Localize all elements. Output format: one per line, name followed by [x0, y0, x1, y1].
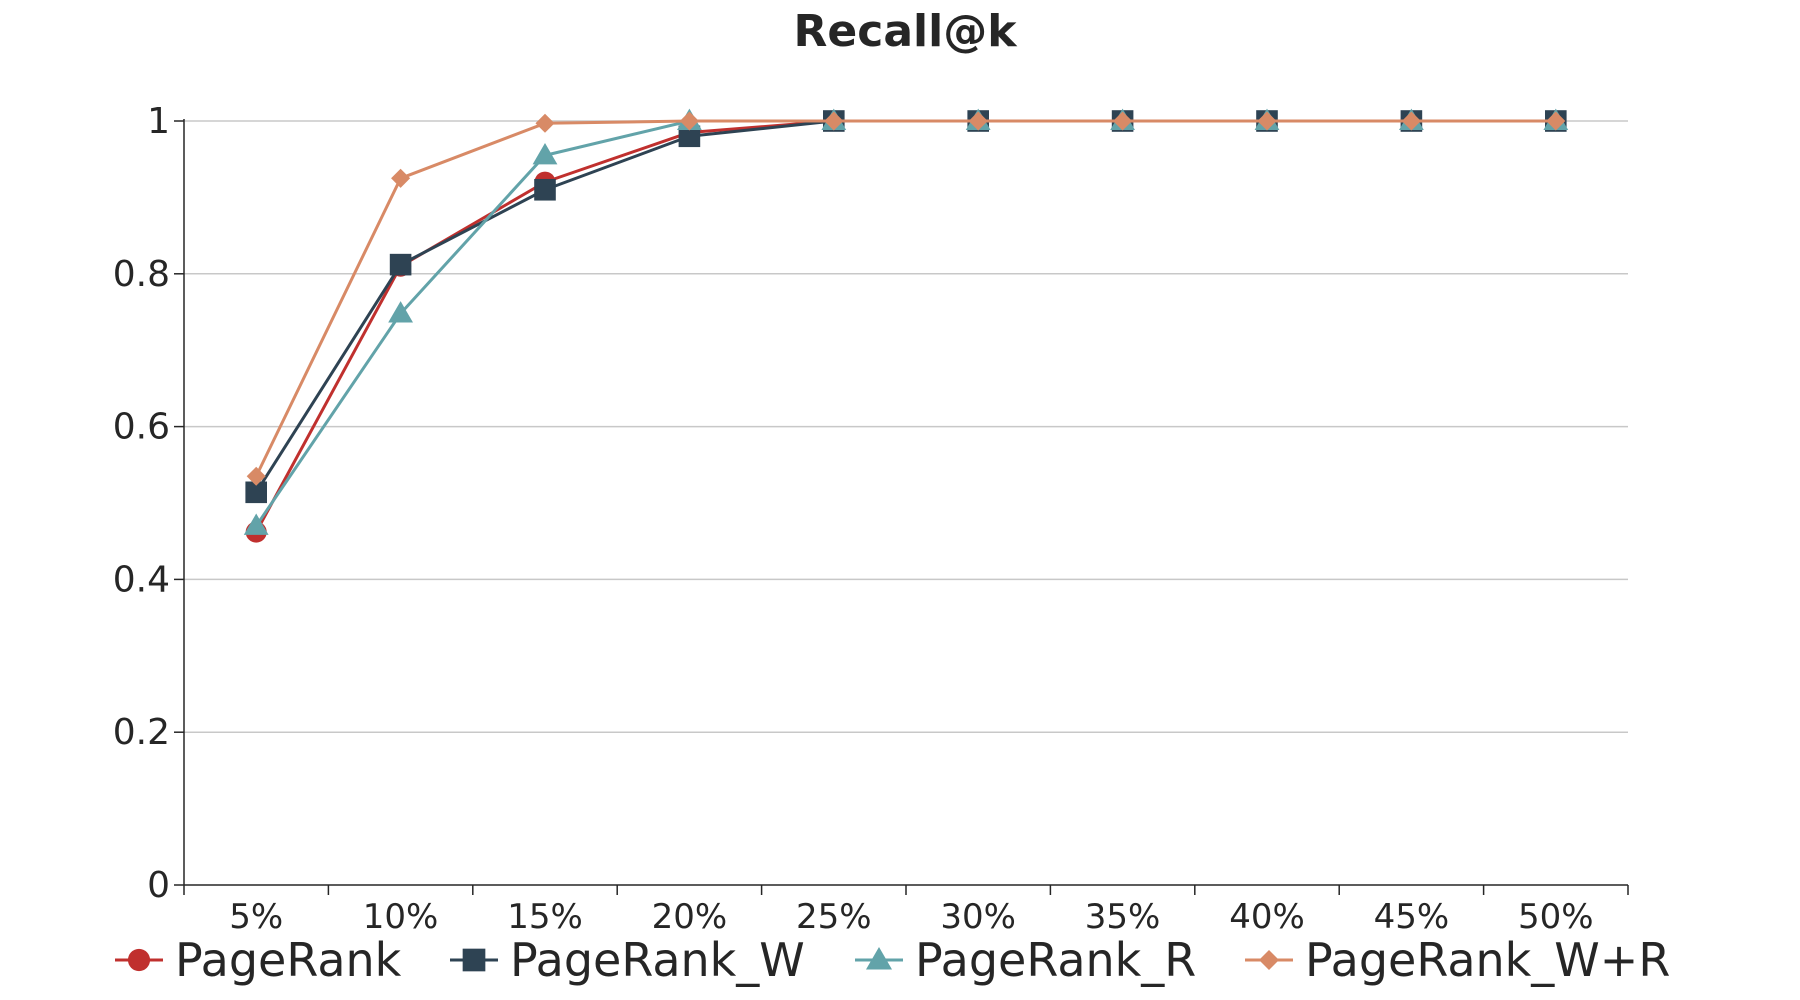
series-line [254, 119, 1556, 527]
data-point [824, 111, 844, 131]
data-point [1257, 111, 1277, 131]
y-tick-label: 0 [147, 865, 170, 906]
x-tick-label: 50% [1518, 897, 1594, 937]
y-tick-label: 1 [147, 101, 170, 142]
gridlines [184, 120, 1628, 733]
legend-item: PageRank_W+R [1245, 933, 1670, 987]
axes [174, 119, 1629, 895]
data-point [243, 513, 269, 535]
y-tick-label: 0.8 [113, 254, 170, 295]
x-tick-label: 10% [363, 897, 439, 937]
x-tick-label: 45% [1374, 897, 1450, 937]
data-point [1546, 111, 1566, 131]
x-tick-label: 20% [652, 897, 728, 937]
series-PageRank_W [245, 110, 1567, 504]
data-point [532, 142, 558, 165]
x-tick-label: 5% [229, 897, 283, 937]
data-point [388, 301, 413, 323]
y-axis-ticks: 0 0.2 0.4 0.6 0.8 1 [113, 101, 170, 906]
y-tick-label: 0.4 [113, 559, 170, 600]
y-tick-label: 0.6 [113, 407, 170, 448]
series-line [254, 119, 1556, 494]
x-tick-label: 40% [1229, 897, 1305, 937]
series-PageRank_W+R [246, 111, 1566, 486]
legend-label: PageRank [175, 933, 402, 987]
data-point [1113, 111, 1133, 131]
x-tick-label: 35% [1085, 897, 1161, 937]
y-tick-label: 0.2 [113, 712, 170, 753]
data-point [389, 253, 412, 276]
series-line [254, 119, 1556, 533]
x-tick-label: 25% [796, 897, 872, 937]
data-point [678, 125, 701, 148]
x-tick-label: 30% [940, 897, 1016, 937]
legend-label: PageRank_R [915, 933, 1196, 987]
data-point [245, 481, 267, 504]
legend-item: PageRank_R [855, 933, 1196, 987]
legend-label: PageRank_W [510, 933, 805, 987]
series-line [254, 119, 1556, 477]
data-point [968, 111, 988, 131]
legend-marker [462, 948, 486, 972]
legend-marker [865, 946, 893, 970]
data-point [1401, 111, 1421, 131]
data-point [246, 466, 266, 486]
legend-label: PageRank_W+R [1305, 933, 1670, 987]
series-PageRank [245, 110, 1567, 543]
series-lines [243, 108, 1569, 543]
legend-marker [1259, 950, 1279, 970]
series-PageRank_R [243, 108, 1569, 535]
data-point [391, 168, 411, 188]
data-point [534, 178, 556, 201]
legend-item: PageRank [115, 933, 402, 987]
x-tick-label: 15% [507, 897, 583, 937]
legend-marker [127, 948, 151, 972]
chart-title: Recall@k [794, 6, 1019, 57]
data-point [535, 113, 555, 133]
x-axis-ticks: 5% 10% 15% 20% 25% 30% 35% 40% 45% 50% [229, 897, 1593, 937]
legend-item: PageRank_W [450, 933, 805, 987]
legend: PageRank PageRank_W PageRank_R PageRank_W+R [115, 933, 1670, 987]
data-point [679, 111, 699, 131]
